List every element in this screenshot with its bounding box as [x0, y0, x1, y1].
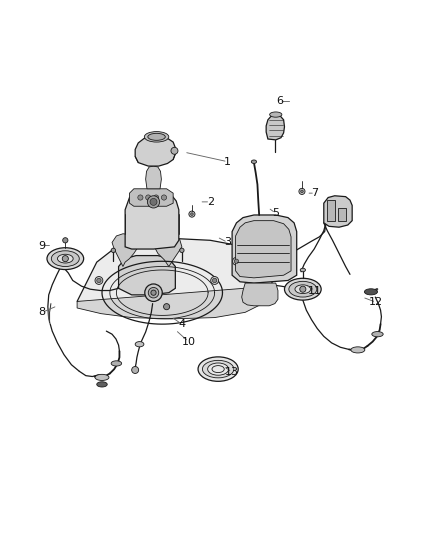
Ellipse shape: [285, 278, 321, 300]
Polygon shape: [236, 221, 291, 278]
Polygon shape: [77, 238, 274, 312]
Polygon shape: [232, 215, 297, 283]
Ellipse shape: [208, 363, 229, 375]
Circle shape: [111, 248, 116, 253]
Ellipse shape: [251, 160, 257, 164]
Text: 8: 8: [39, 308, 46, 317]
Circle shape: [138, 195, 143, 200]
Circle shape: [150, 198, 157, 205]
Text: 13: 13: [225, 367, 239, 377]
Circle shape: [233, 257, 240, 265]
Ellipse shape: [97, 382, 107, 387]
Bar: [327, 200, 335, 221]
Ellipse shape: [57, 254, 73, 263]
Polygon shape: [266, 115, 285, 140]
Text: 4: 4: [178, 319, 185, 329]
Polygon shape: [130, 189, 173, 206]
Text: 1: 1: [224, 157, 231, 167]
Circle shape: [62, 256, 68, 262]
Ellipse shape: [135, 342, 144, 347]
Ellipse shape: [202, 360, 234, 378]
Circle shape: [300, 286, 306, 292]
Ellipse shape: [300, 268, 305, 272]
Circle shape: [211, 277, 219, 285]
Circle shape: [148, 196, 159, 208]
Polygon shape: [324, 196, 352, 227]
Text: 5: 5: [272, 208, 279, 218]
Ellipse shape: [289, 281, 317, 297]
Circle shape: [153, 195, 159, 200]
Circle shape: [163, 304, 170, 310]
Text: 9: 9: [39, 240, 46, 251]
Text: 12: 12: [369, 297, 383, 308]
Bar: [338, 207, 346, 221]
Ellipse shape: [51, 251, 79, 266]
Ellipse shape: [47, 248, 84, 270]
Text: 11: 11: [308, 286, 322, 295]
Circle shape: [63, 238, 68, 243]
Ellipse shape: [148, 133, 165, 140]
Circle shape: [148, 287, 159, 298]
Polygon shape: [135, 137, 175, 166]
Polygon shape: [125, 191, 179, 249]
Circle shape: [191, 213, 193, 215]
Polygon shape: [112, 234, 141, 266]
Ellipse shape: [364, 289, 378, 295]
Text: 7: 7: [311, 188, 318, 198]
Circle shape: [212, 278, 217, 282]
Circle shape: [171, 147, 178, 154]
Text: 6: 6: [276, 96, 283, 107]
Ellipse shape: [295, 285, 311, 294]
Circle shape: [146, 195, 151, 200]
Ellipse shape: [95, 374, 109, 381]
Circle shape: [189, 211, 195, 217]
Ellipse shape: [145, 132, 169, 142]
Circle shape: [97, 278, 101, 282]
Circle shape: [300, 190, 303, 193]
Text: 2: 2: [207, 197, 214, 207]
Polygon shape: [146, 166, 161, 189]
Ellipse shape: [111, 361, 122, 366]
Circle shape: [151, 290, 156, 295]
Ellipse shape: [351, 347, 365, 353]
Circle shape: [234, 259, 239, 263]
Circle shape: [299, 188, 305, 195]
Ellipse shape: [372, 332, 383, 337]
Circle shape: [132, 367, 139, 374]
Polygon shape: [77, 286, 272, 319]
Polygon shape: [242, 283, 278, 306]
Ellipse shape: [270, 112, 282, 117]
Polygon shape: [153, 234, 182, 266]
Circle shape: [161, 195, 166, 200]
Polygon shape: [119, 256, 175, 295]
Text: 10: 10: [181, 337, 195, 346]
Circle shape: [95, 277, 103, 285]
Ellipse shape: [198, 357, 238, 381]
Text: 3: 3: [224, 238, 231, 247]
Circle shape: [145, 284, 162, 302]
Circle shape: [180, 248, 184, 253]
